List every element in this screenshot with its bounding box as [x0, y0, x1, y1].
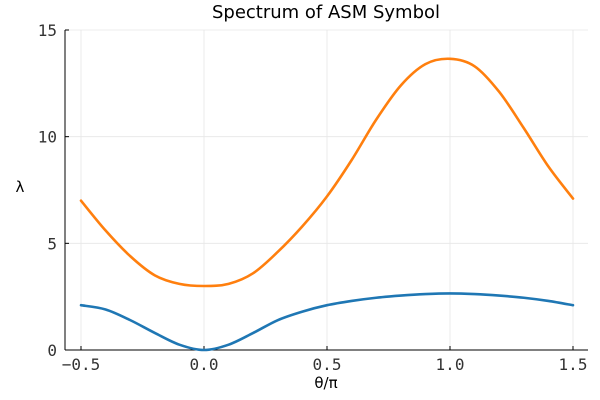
y-axis-label: λ [16, 178, 25, 196]
x-ticks: −0.5 0.0 0.5 1.0 1.5 [62, 346, 588, 374]
grid [65, 29, 588, 351]
series-group [79, 57, 575, 352]
y-tick-label: 0 [47, 341, 57, 360]
x-tick-label: 1.5 [559, 355, 588, 374]
x-tick-label: 0.5 [313, 355, 342, 374]
series-line-1 [79, 292, 575, 352]
y-ticks: 0 5 10 15 [38, 21, 69, 360]
x-tick-label: 0.0 [190, 355, 219, 374]
y-tick-label: 10 [38, 128, 57, 147]
x-tick-label: 1.0 [436, 355, 465, 374]
x-axis-label: θ/π [314, 374, 337, 392]
y-tick-label: 5 [47, 234, 57, 253]
y-tick-label: 15 [38, 21, 57, 40]
chart-title: Spectrum of ASM Symbol [212, 2, 440, 23]
series-line-2 [79, 57, 575, 288]
x-tick-label: −0.5 [62, 355, 101, 374]
